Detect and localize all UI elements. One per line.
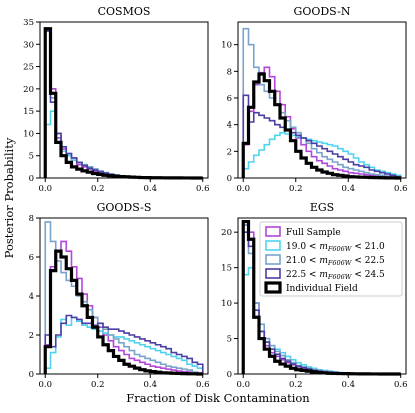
legend-swatch-22-5-m-f606w-24-5 <box>265 268 281 279</box>
y-tick-label-cosmos: 35 <box>23 18 34 28</box>
panel-goods-n: 0.0 0.2 0.4 0.6 0 2 4 6 8 10 <box>221 21 408 194</box>
y-tick-label-egs: 20 <box>221 228 232 238</box>
x-tick-label-goods-s: 0.6 <box>196 380 210 390</box>
series-full-sample-goods-s <box>44 240 204 374</box>
y-tick-label-goods-n: 8 <box>227 67 232 77</box>
x-tick-label-goods-n: 0.4 <box>341 184 355 194</box>
panel-egs: 0.0 0.2 0.4 0.6 0 5 10 15 20 Full Sample 19.0 < mF… <box>221 217 408 390</box>
x-tick-label-cosmos: 0.6 <box>196 184 210 194</box>
legend-swatch-full-sample <box>265 226 281 237</box>
y-tick-label-goods-s: 0 <box>29 370 34 380</box>
x-tick-label-cosmos: 0.0 <box>38 184 52 194</box>
legend-label-full-sample: Full Sample <box>286 228 341 238</box>
panel-title-goods-s: GOODS-S <box>97 201 152 214</box>
series-individual-field-goods-n <box>241 72 401 180</box>
legend-label-individual-field: Individual Field <box>286 284 358 294</box>
axes-frame-egs <box>237 217 407 375</box>
legend: Full Sample 19.0 < mF606W < 21.0 21.0 < mF… <box>259 221 403 297</box>
x-tick-label-goods-s: 0.4 <box>143 380 157 390</box>
y-tick-label-goods-s: 4 <box>29 292 34 302</box>
panel-title-cosmos: COSMOS <box>98 5 151 18</box>
y-tick-label-goods-n: 2 <box>227 147 232 157</box>
series-21-0-m-f606w-22-5-goods-n <box>242 27 402 179</box>
y-tick-label-egs: 0 <box>227 370 232 380</box>
series-individual-field-goods-s <box>43 249 203 376</box>
y-tick-label-egs: 5 <box>227 335 232 345</box>
legend-label-21-0-m-f606w-22-5: 21.0 < mF606W < 22.5 <box>286 256 385 267</box>
y-tick-label-goods-n: 4 <box>227 121 232 131</box>
axes-frame-cosmos <box>39 21 209 179</box>
panel-cosmos: 0.0 0.2 0.4 0.6 0 5 10 15 20 25 30 35 <box>23 18 209 194</box>
x-tick-label-goods-s: 0.2 <box>91 380 105 390</box>
y-tick-label-goods-s: 6 <box>29 253 34 263</box>
y-tick-label-cosmos: 10 <box>23 129 34 139</box>
x-tick-label-egs: 0.0 <box>236 380 250 390</box>
x-tick-label-goods-n: 0.2 <box>289 184 303 194</box>
y-tick-label-egs: 15 <box>221 264 232 274</box>
x-tick-label-cosmos: 0.2 <box>91 184 105 194</box>
legend-swatch-21-0-m-f606w-22-5 <box>265 254 281 265</box>
y-tick-label-egs: 10 <box>221 299 232 309</box>
series-19-0-m-f606w-21-0-goods-s <box>44 316 204 374</box>
legend-label-22-5-m-f606w-24-5: 22.5 < mF606W < 24.5 <box>286 270 385 281</box>
series-full-sample-goods-n <box>242 66 402 179</box>
legend-swatch-19-0-m-f606w-21-0 <box>265 240 281 251</box>
y-tick-label-goods-s: 8 <box>29 214 34 224</box>
axes-frame-goods-n <box>237 21 407 179</box>
y-tick-label-cosmos: 30 <box>23 40 34 50</box>
y-tick-label-goods-n: 6 <box>227 94 232 104</box>
x-tick-label-egs: 0.2 <box>289 380 303 390</box>
x-tick-label-egs: 0.6 <box>394 380 408 390</box>
panel-title-goods-n: GOODS-N <box>294 5 351 18</box>
y-tick-label-cosmos: 25 <box>23 63 34 73</box>
y-tick-label-cosmos: 0 <box>29 174 34 184</box>
series-22-5-m-f606w-24-5-goods-n <box>242 94 402 178</box>
x-tick-label-egs: 0.4 <box>341 380 355 390</box>
x-tick-label-goods-n: 0.6 <box>394 184 408 194</box>
panel-title-egs: EGS <box>310 201 334 214</box>
x-tick-label-goods-s: 0.0 <box>38 380 52 390</box>
y-axis-label: Posterior Probability <box>2 137 16 258</box>
y-tick-label-cosmos: 5 <box>29 152 34 162</box>
series-19-0-m-f606w-21-0-cosmos <box>44 110 203 179</box>
series-22-5-m-f606w-24-5-goods-s <box>44 314 204 374</box>
legend-label-19-0-m-f606w-21-0: 19.0 < mF606W < 21.0 <box>286 242 385 253</box>
legend-box <box>259 221 403 297</box>
x-tick-label-cosmos: 0.4 <box>143 184 157 194</box>
legend-swatch-individual-field <box>264 281 282 294</box>
y-tick-label-goods-s: 2 <box>29 331 34 341</box>
y-tick-label-goods-n: 0 <box>227 174 232 184</box>
panel-goods-s: 0.0 0.2 0.4 0.6 0 2 4 6 8 <box>29 214 210 390</box>
y-tick-label-goods-n: 10 <box>221 41 232 51</box>
y-tick-label-cosmos: 15 <box>23 107 34 117</box>
y-tick-label-cosmos: 20 <box>23 85 34 95</box>
x-axis-label: Fraction of Disk Contamination <box>126 391 310 405</box>
x-tick-label-goods-n: 0.0 <box>236 184 250 194</box>
